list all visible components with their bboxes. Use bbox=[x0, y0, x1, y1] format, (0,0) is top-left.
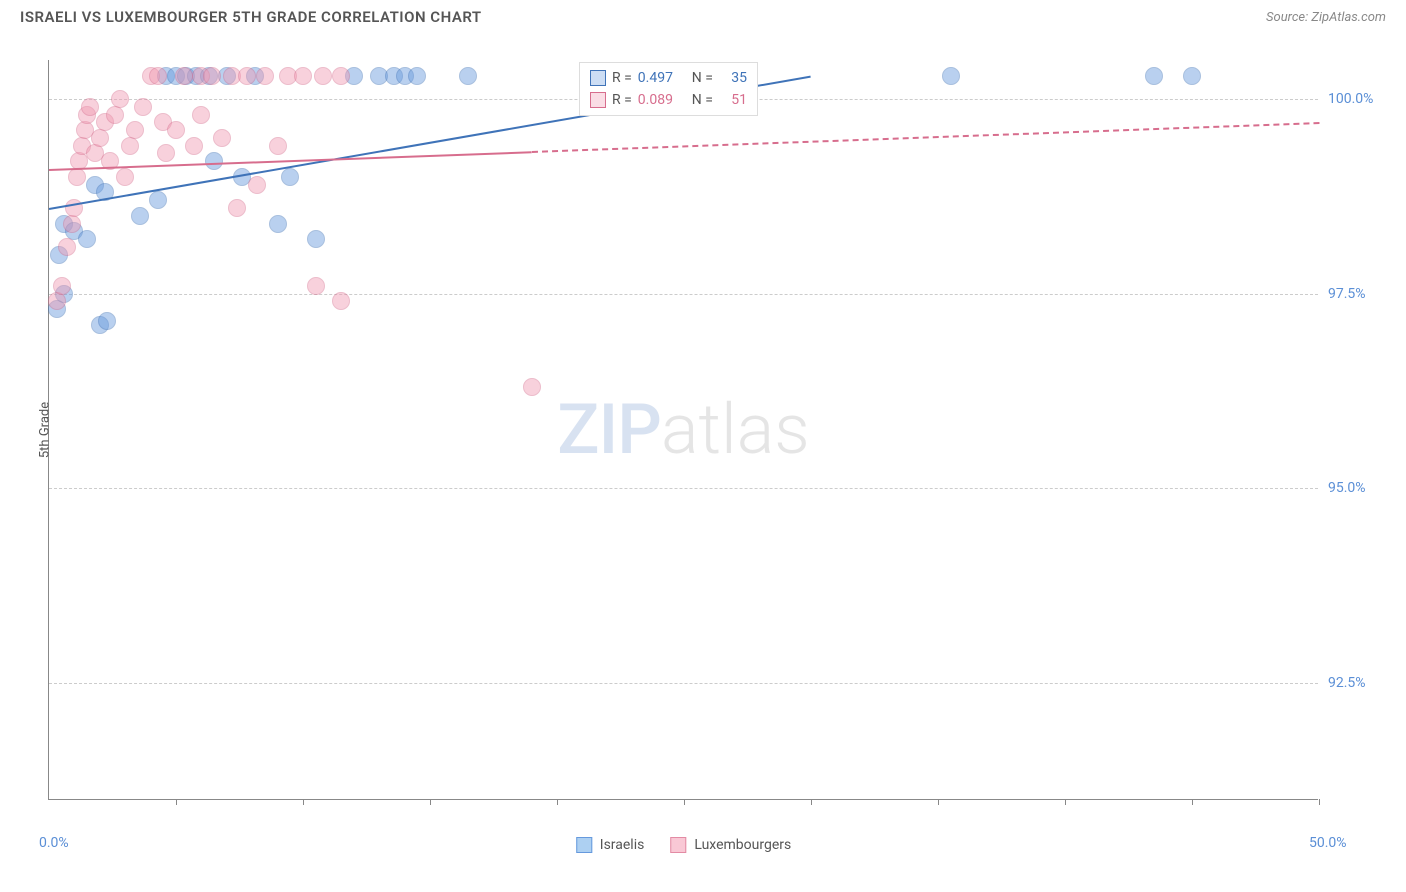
stats-legend: R =0.497N =35R =0.089N =51 bbox=[579, 62, 758, 116]
data-point-luxembourgers bbox=[256, 67, 274, 85]
x-tick bbox=[430, 799, 431, 805]
x-axis-label: 0.0% bbox=[39, 835, 69, 851]
scatter-chart: 5th Grade ZIPatlas 92.5%95.0%97.5%100.0%… bbox=[48, 60, 1318, 800]
x-tick bbox=[684, 799, 685, 805]
data-point-luxembourgers bbox=[167, 121, 185, 139]
data-point-luxembourgers bbox=[134, 98, 152, 116]
y-tick-label: 92.5% bbox=[1328, 675, 1398, 691]
data-point-luxembourgers bbox=[332, 292, 350, 310]
x-axis-label: 50.0% bbox=[1309, 835, 1347, 851]
data-point-luxembourgers bbox=[314, 67, 332, 85]
data-point-israelis bbox=[281, 168, 299, 186]
chart-title: ISRAELI VS LUXEMBOURGER 5TH GRADE CORREL… bbox=[20, 8, 482, 26]
data-point-luxembourgers bbox=[175, 67, 193, 85]
data-point-luxembourgers bbox=[248, 176, 266, 194]
x-tick bbox=[303, 799, 304, 805]
data-point-luxembourgers bbox=[307, 277, 325, 295]
data-point-luxembourgers bbox=[121, 137, 139, 155]
data-point-israelis bbox=[1145, 67, 1163, 85]
stats-row-israelis: R =0.497N =35 bbox=[590, 67, 747, 89]
data-point-luxembourgers bbox=[213, 129, 231, 147]
data-point-luxembourgers bbox=[269, 137, 287, 155]
data-point-luxembourgers bbox=[192, 106, 210, 124]
y-axis-title: 5th Grade bbox=[38, 401, 53, 457]
data-point-israelis bbox=[131, 207, 149, 225]
x-tick bbox=[1065, 799, 1066, 805]
source-label: Source: ZipAtlas.com bbox=[1266, 10, 1386, 25]
trend-line bbox=[532, 122, 1319, 153]
data-point-luxembourgers bbox=[53, 277, 71, 295]
gridline bbox=[49, 683, 1318, 684]
x-tick bbox=[811, 799, 812, 805]
series-legend: Israelis Luxembourgers bbox=[576, 837, 791, 853]
data-point-luxembourgers bbox=[63, 215, 81, 233]
watermark: ZIPatlas bbox=[557, 389, 810, 471]
legend-item: Luxembourgers bbox=[670, 837, 791, 853]
data-point-israelis bbox=[307, 230, 325, 248]
y-tick-label: 97.5% bbox=[1328, 286, 1398, 302]
x-tick bbox=[1192, 799, 1193, 805]
data-point-luxembourgers bbox=[111, 90, 129, 108]
data-point-luxembourgers bbox=[185, 137, 203, 155]
y-tick-label: 95.0% bbox=[1328, 480, 1398, 496]
data-point-luxembourgers bbox=[332, 67, 350, 85]
data-point-luxembourgers bbox=[116, 168, 134, 186]
data-point-israelis bbox=[205, 152, 223, 170]
data-point-luxembourgers bbox=[48, 292, 66, 310]
data-point-israelis bbox=[149, 191, 167, 209]
data-point-israelis bbox=[408, 67, 426, 85]
data-point-luxembourgers bbox=[157, 144, 175, 162]
data-point-luxembourgers bbox=[58, 238, 76, 256]
data-point-luxembourgers bbox=[294, 67, 312, 85]
y-tick-label: 100.0% bbox=[1328, 91, 1398, 107]
data-point-israelis bbox=[269, 215, 287, 233]
data-point-luxembourgers bbox=[81, 98, 99, 116]
data-point-luxembourgers bbox=[523, 378, 541, 396]
data-point-luxembourgers bbox=[126, 121, 144, 139]
x-tick bbox=[176, 799, 177, 805]
data-point-luxembourgers bbox=[106, 106, 124, 124]
legend-item: Israelis bbox=[576, 837, 645, 853]
x-tick bbox=[1319, 799, 1320, 805]
data-point-israelis bbox=[942, 67, 960, 85]
x-tick bbox=[938, 799, 939, 805]
data-point-israelis bbox=[459, 67, 477, 85]
x-tick bbox=[557, 799, 558, 805]
data-point-luxembourgers bbox=[68, 168, 86, 186]
stats-row-luxembourgers: R =0.089N =51 bbox=[590, 89, 747, 111]
data-point-luxembourgers bbox=[203, 67, 221, 85]
gridline bbox=[49, 294, 1318, 295]
data-point-israelis bbox=[78, 230, 96, 248]
data-point-luxembourgers bbox=[91, 129, 109, 147]
gridline bbox=[49, 488, 1318, 489]
data-point-israelis bbox=[1183, 67, 1201, 85]
data-point-luxembourgers bbox=[228, 199, 246, 217]
data-point-israelis bbox=[98, 312, 116, 330]
data-point-luxembourgers bbox=[149, 67, 167, 85]
data-point-luxembourgers bbox=[238, 67, 256, 85]
